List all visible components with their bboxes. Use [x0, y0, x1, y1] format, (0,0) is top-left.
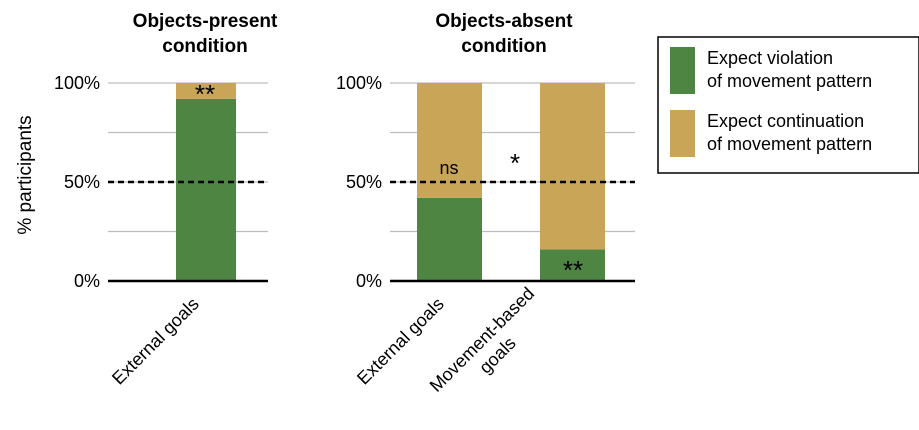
bar-expect-continuation	[540, 83, 605, 250]
legend-label: Expect violation	[707, 48, 833, 68]
bar-expect-continuation	[176, 83, 236, 99]
chart-panels: Objects-present condition 0% 50% 100% Externa…	[54, 11, 635, 411]
y-axis-label: % participants	[15, 115, 36, 234]
legend-box	[657, 36, 919, 174]
bar-expect-continuation	[417, 83, 482, 198]
y-tick-label: 50%	[346, 172, 382, 192]
panel-title: condition	[461, 36, 546, 57]
significance-label: ns	[439, 158, 458, 178]
legend-swatch	[670, 110, 695, 157]
bar-expect-violation	[540, 249, 605, 281]
legend-swatch	[670, 47, 695, 94]
significance-between-label: *	[510, 148, 520, 178]
bar-expect-violation	[417, 197, 482, 281]
category-label: External goals	[108, 294, 203, 389]
y-tick-label: 0%	[74, 271, 100, 291]
y-tick-label: 50%	[64, 172, 100, 192]
significance-label: **	[563, 255, 583, 285]
bar-expect-violation	[176, 98, 236, 281]
panel-title: Objects-absent	[435, 11, 573, 32]
significance-label: **	[195, 79, 215, 109]
legend-label: Expect continuation	[707, 111, 864, 131]
panel-1: Objects-present condition 0% 50% 100% Externa…	[54, 11, 278, 388]
panel-title: condition	[162, 36, 247, 57]
category-label: Movement-basedgoals	[426, 283, 554, 411]
panel-title: Objects-present	[133, 11, 278, 32]
y-tick-label: 0%	[356, 271, 382, 291]
legend-label: of movement pattern	[707, 71, 872, 91]
panel-2: Objects-absentcondition0%50%100%External…	[336, 11, 635, 411]
y-tick-label: 100%	[54, 73, 100, 93]
legend-label: of movement pattern	[707, 134, 872, 154]
legend: Expect violation of movement pattern Expec…	[657, 36, 919, 174]
y-tick-label: 100%	[336, 73, 382, 93]
